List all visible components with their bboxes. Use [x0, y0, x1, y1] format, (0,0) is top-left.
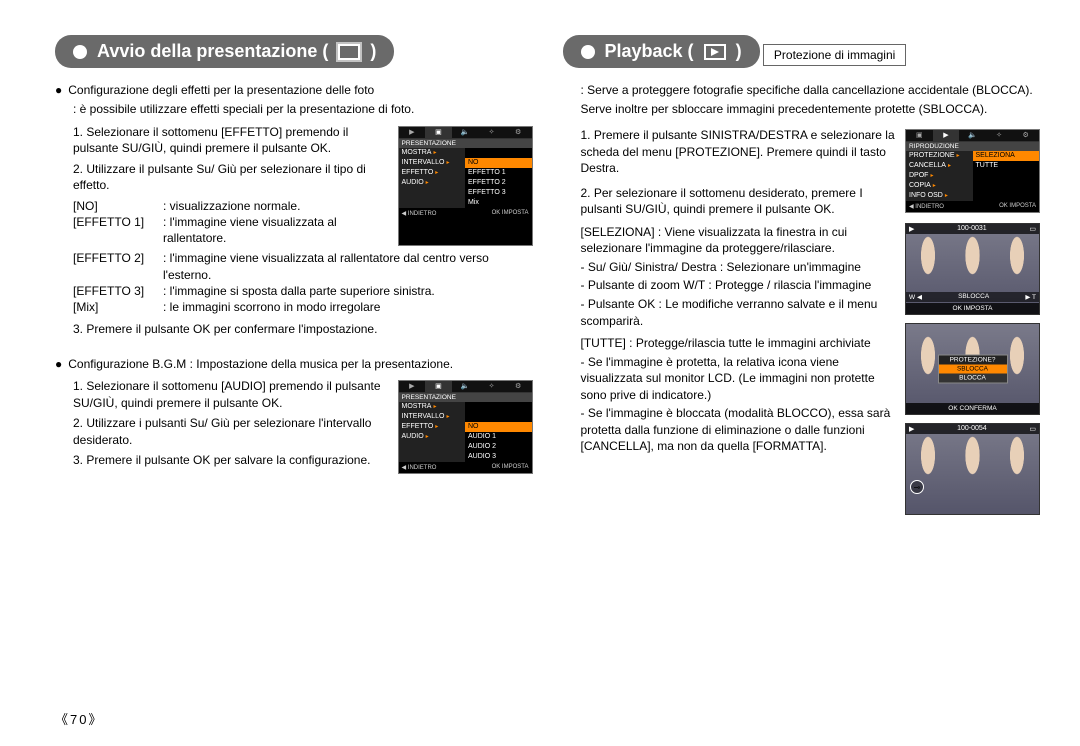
bullet-icon: ● — [55, 82, 62, 98]
protect-popup: PROTEZIONE? SBLOCCA BLOCCA — [938, 355, 1008, 384]
left-step2: 2. Utilizzare il pulsante Su/ Giù per se… — [55, 161, 388, 194]
tutte-block: [TUTTE] : Protegge/rilascia tutte le imm… — [563, 335, 896, 352]
lcd-menu-audio: ▶▣🔈✧⚙ PRESENTAZIONE MOSTRA▸ INTERVALLO▸ … — [398, 380, 533, 474]
paren-close: ) — [736, 41, 742, 62]
eff-key: [EFFETTO 2] — [73, 250, 163, 282]
eff-key: [NO] — [73, 198, 163, 214]
section1-sub: : è possibile utilizzare effetti special… — [55, 101, 533, 118]
section2-bullet: Configurazione B.G.M : Impostazione dell… — [68, 356, 453, 372]
dash2: - Pulsante di zoom W/T : Protegge / rila… — [563, 277, 896, 294]
intro1: : Serve a proteggere fotografie specific… — [563, 82, 1041, 99]
intro2: Serve inoltre per sbloccare immagini pre… — [563, 101, 1041, 118]
page-number: 《70》 — [55, 709, 104, 728]
preview-photo-1: ▶100-0031▭ W ◀SBLOCCA▶ T OK IMPOSTA — [905, 223, 1040, 315]
s2-step1: 1. Selezionare il sottomenu [AUDIO] prem… — [55, 378, 388, 411]
eff-key: [EFFETTO 3] — [73, 283, 163, 299]
left-header: Avvio della presentazione ( ) — [55, 35, 394, 68]
sel-block: [SELEZIONA] : Viene visualizzata la fine… — [563, 224, 896, 257]
lcd-menu-protezione: ▣▶🔈✧⚙ RIPRODUZIONE PROTEZIONE▸SELEZIONA … — [905, 129, 1040, 213]
right-header-title: Playback ( — [605, 41, 694, 62]
effects-table-cont: [EFFETTO 2]: l'immagine viene visualizza… — [55, 250, 533, 315]
section1-bullet: Configurazione degli effetti per la pres… — [68, 82, 374, 98]
right-step2: 2. Per selezionare il sottomenu desidera… — [563, 185, 896, 218]
left-step1: 1. Selezionare il sottomenu [EFFETTO] pr… — [55, 124, 388, 157]
eff-key: [EFFETTO 1] — [73, 214, 163, 246]
effects-table: [NO]: visualizzazione normale. [EFFETTO … — [55, 198, 388, 247]
paren-close: ) — [370, 41, 376, 62]
lock-icon: ⊸ — [910, 480, 924, 494]
slideshow-icon — [338, 44, 360, 60]
preview-photo-3: ▶100-0054▭ ⊸ — [905, 423, 1040, 515]
play-icon — [704, 44, 726, 60]
dash3: - Pulsante OK : Le modifiche verranno sa… — [563, 296, 896, 329]
dash1: - Su/ Giù/ Sinistra/ Destra : Selezionar… — [563, 259, 896, 276]
right-step1: 1. Premere il pulsante SINISTRA/DESTRA e… — [563, 127, 896, 177]
lcd-menu-effetto: ▶▣🔈✧⚙ PRESENTAZIONE MOSTRA▸ INTERVALLO▸N… — [398, 126, 533, 247]
dash4: - Se l'immagine è protetta, la relativa … — [563, 354, 896, 404]
left-header-title: Avvio della presentazione ( — [97, 41, 328, 62]
dash5: - Se l'immagine è bloccata (modalità BLO… — [563, 405, 896, 455]
s2-step3: 3. Premere il pulsante OK per salvare la… — [55, 452, 388, 469]
left-step3: 3. Premere il pulsante OK per confermare… — [55, 321, 533, 338]
subhead-protezione: Protezione di immagini — [763, 44, 906, 66]
preview-photo-2: PROTEZIONE? SBLOCCA BLOCCA OK CONFERMA — [905, 323, 1040, 415]
eff-key: [Mix] — [73, 299, 163, 315]
s2-step2: 2. Utilizzare i pulsanti Su/ Giù per sel… — [55, 415, 388, 448]
bullet-icon: ● — [55, 356, 62, 372]
right-header: Playback ( ) — [563, 35, 760, 68]
